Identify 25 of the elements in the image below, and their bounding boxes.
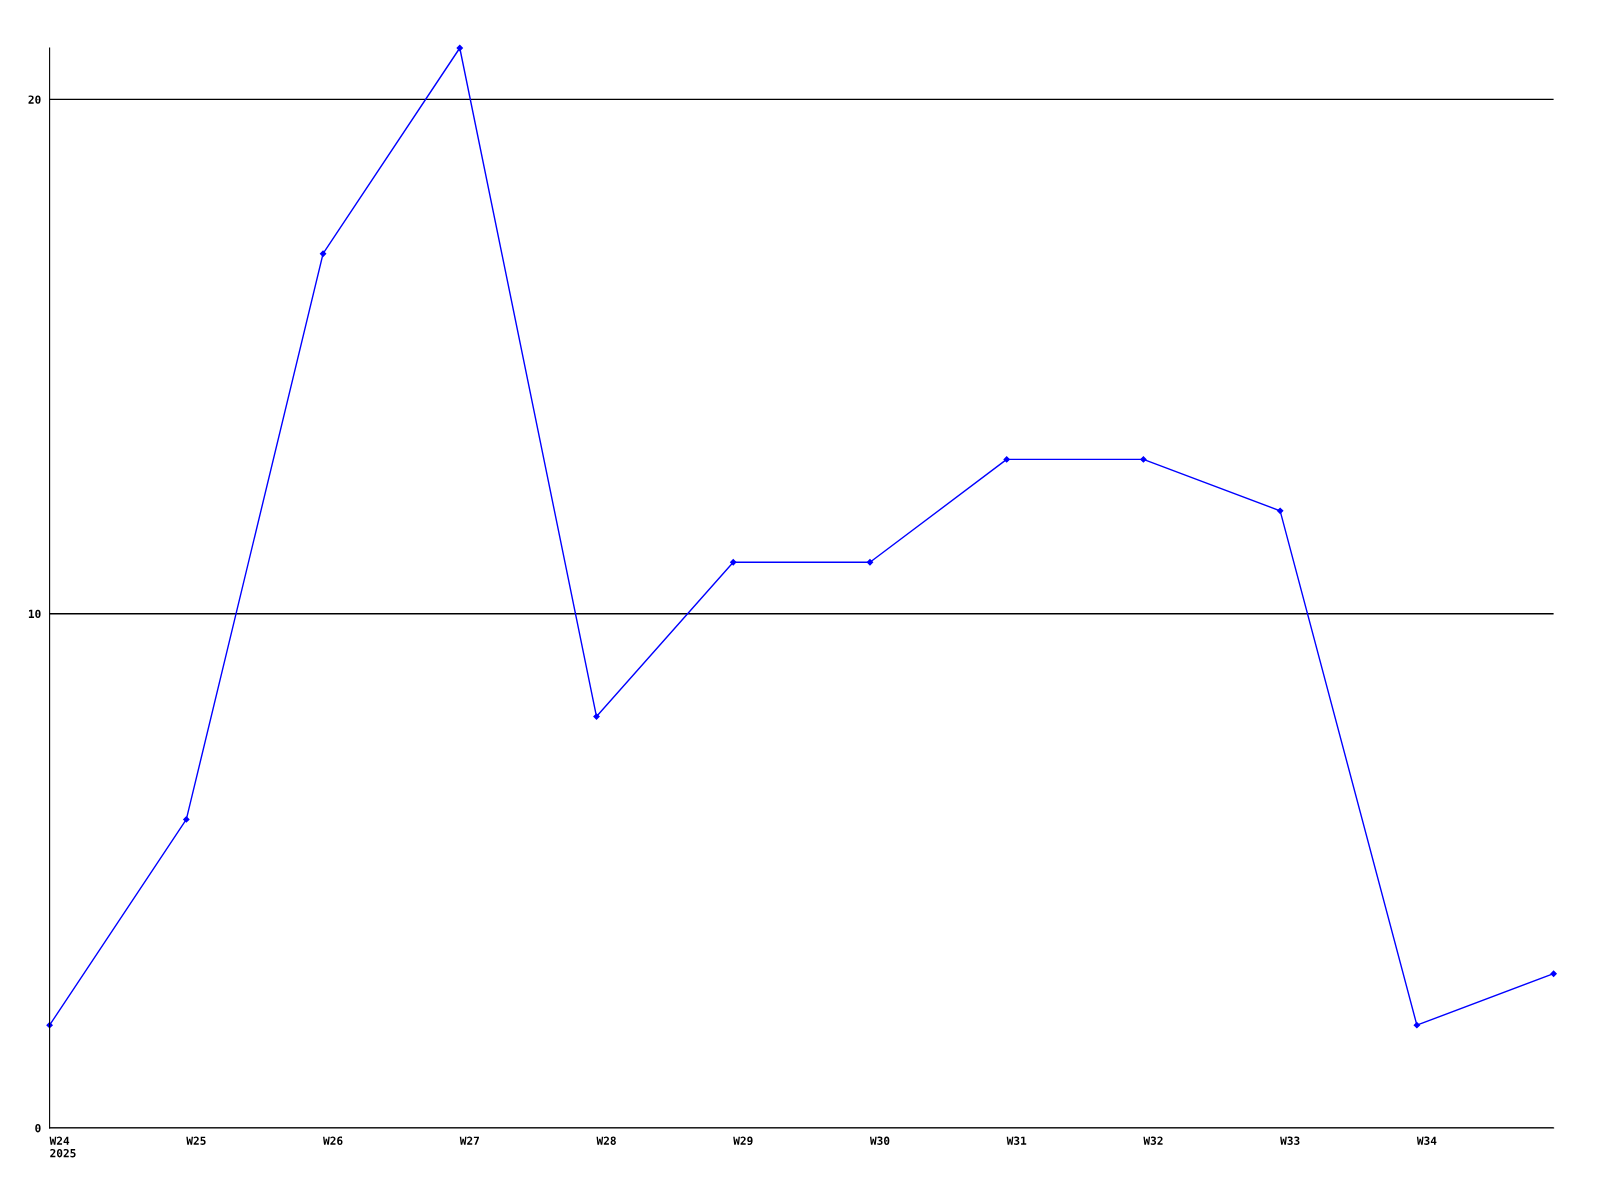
y-tick-label: 20	[28, 95, 41, 104]
x-tick-label: W26	[323, 1136, 343, 1145]
point	[183, 816, 190, 823]
point	[730, 559, 737, 566]
x-tick-label: W24 2025	[49, 1136, 76, 1158]
x-tick-label: W28	[596, 1136, 616, 1145]
point	[1413, 1021, 1421, 1029]
x-tick-label: W31	[1006, 1136, 1027, 1145]
point	[1550, 970, 1557, 977]
x-tick-label: W30	[869, 1136, 890, 1145]
point	[866, 559, 874, 566]
x-tick-label: W29	[733, 1136, 753, 1145]
point	[319, 250, 327, 257]
x-tick-label: W27	[459, 1136, 480, 1145]
point	[456, 44, 463, 52]
x-tick-label: W33	[1280, 1136, 1300, 1145]
point	[1276, 507, 1284, 515]
y-tick-label: 10	[28, 609, 41, 619]
point	[1140, 456, 1147, 463]
y-tick-label: 0	[35, 1123, 41, 1133]
point	[1003, 456, 1010, 463]
x-tick-label: W25	[186, 1136, 206, 1145]
point	[593, 713, 600, 720]
x-tick-label: W34	[1416, 1136, 1437, 1145]
x-tick-label: W32	[1143, 1136, 1163, 1145]
